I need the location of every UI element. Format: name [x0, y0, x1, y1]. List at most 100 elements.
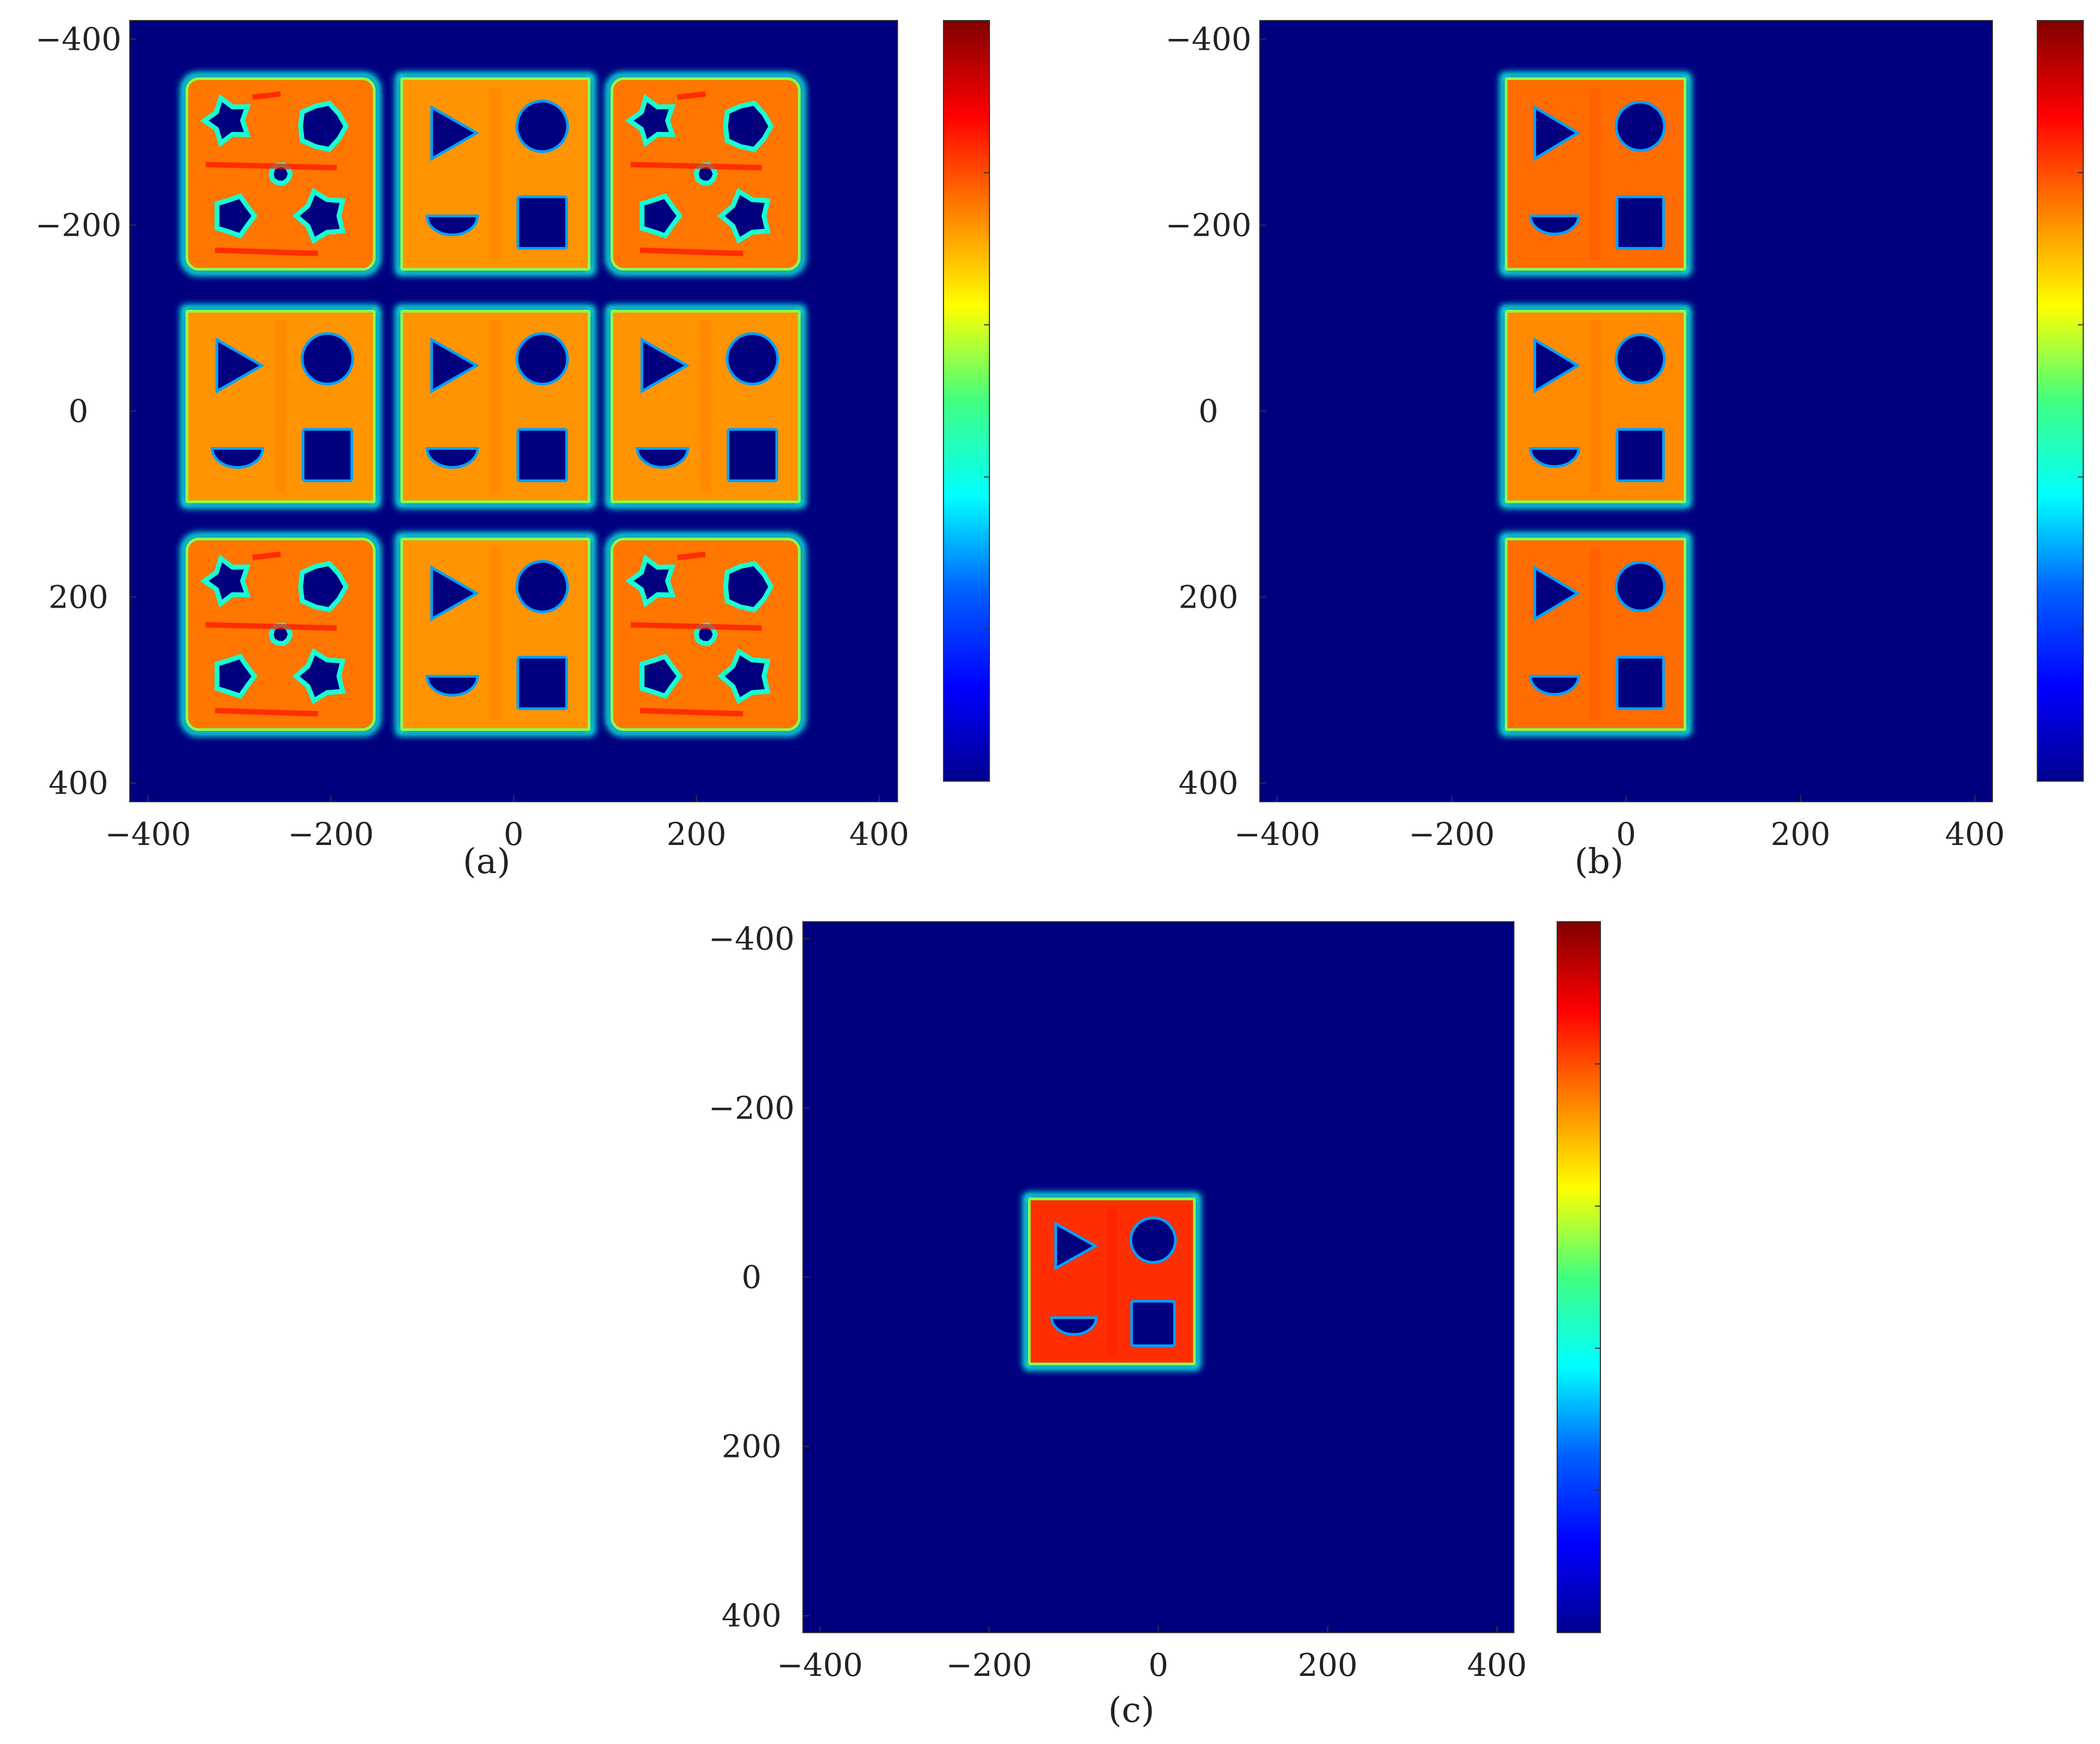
distorted-cutout — [292, 188, 346, 244]
circle-cutout — [1614, 101, 1666, 152]
interference-band — [489, 548, 501, 721]
distorted-cutout — [292, 648, 346, 704]
tile-1 — [1499, 72, 1692, 276]
tile-halo — [395, 72, 596, 276]
speckle-streak — [640, 247, 743, 256]
half-disk-cutout — [1529, 675, 1580, 696]
tile-5 — [395, 304, 596, 509]
y-tick-label: 400 — [722, 1597, 782, 1634]
x-tick-label: 200 — [1298, 1647, 1358, 1683]
square-cutout — [516, 428, 568, 482]
circle-cutout — [1129, 1216, 1177, 1264]
panel-label: (a) — [463, 842, 510, 882]
speckle-streak — [630, 622, 762, 631]
tile-halo — [395, 532, 596, 736]
speckle-streak — [630, 162, 762, 171]
distorted-cutout — [200, 94, 251, 148]
distorted-cutout — [639, 193, 683, 239]
circle-cutout — [515, 99, 569, 153]
x-tick-label: −200 — [946, 1647, 1032, 1683]
chart-panel-3: −400 −200 0 200 400 −400 −200 0 200 400 (c) — [708, 920, 1601, 1730]
tile-9 — [605, 532, 806, 736]
x-tick-label: 400 — [1945, 816, 2005, 853]
distorted-cutout — [625, 554, 676, 608]
interference-band — [1590, 88, 1601, 260]
speckle-streak — [215, 708, 318, 717]
speckle-streak — [677, 91, 706, 100]
interference-band — [1590, 548, 1601, 721]
x-tick-label: 400 — [849, 816, 909, 853]
speckle-streak — [215, 247, 318, 256]
tile-1 — [1022, 1192, 1201, 1370]
triangle-cutout — [1533, 104, 1580, 162]
x-tick-label: −200 — [1408, 816, 1494, 853]
tile-halo — [1499, 72, 1692, 276]
tile-halo — [1022, 1192, 1201, 1370]
y-tick-label: 0 — [1199, 393, 1219, 430]
interference-band — [489, 321, 501, 492]
triangle-cutout — [430, 105, 480, 161]
y-tick-label: 0 — [742, 1259, 762, 1296]
tile-halo — [1499, 532, 1692, 736]
tile-2 — [1499, 304, 1692, 509]
distorted-cutout — [723, 101, 774, 152]
circle-cutout — [515, 560, 569, 614]
circle-cutout — [1614, 561, 1666, 613]
tile-halo — [180, 532, 381, 736]
y-tick-label: 200 — [1179, 579, 1239, 616]
tile-4 — [180, 304, 381, 509]
interference-band — [700, 321, 712, 492]
panel-label: (b) — [1574, 842, 1624, 882]
tile-halo — [395, 304, 596, 509]
square-cutout — [1616, 656, 1665, 710]
square-cutout — [727, 428, 779, 482]
interference-band — [275, 321, 287, 492]
distorted-cutout — [639, 654, 683, 699]
triangle-cutout — [640, 337, 690, 394]
y-tick-label: 200 — [722, 1428, 782, 1465]
chart-panel-1: −400 −200 0 200 400 −400 −200 0 200 400 (a) — [35, 20, 990, 882]
colorbar — [1557, 921, 1601, 1633]
distorted-cutout — [214, 654, 258, 699]
colorbar — [943, 20, 990, 782]
x-tick-label: −400 — [777, 1647, 863, 1683]
x-tick-label: 0 — [504, 816, 524, 853]
interference-band — [1107, 1207, 1117, 1356]
tile-halo — [605, 532, 806, 736]
tile-halo — [180, 72, 381, 276]
speckle-streak — [205, 622, 337, 631]
distorted-cutout — [214, 193, 258, 239]
tile-3 — [605, 72, 806, 276]
triangle-cutout — [1054, 1221, 1098, 1271]
speckle-streak — [640, 708, 743, 717]
y-tick-label: −200 — [1165, 207, 1251, 243]
square-cutout — [516, 656, 568, 710]
distorted-cutout — [717, 648, 771, 704]
circle-cutout — [515, 332, 569, 386]
speckle-streak — [252, 91, 281, 100]
speckle-streak — [677, 551, 706, 561]
tile-6 — [605, 304, 806, 509]
triangle-cutout — [1533, 565, 1580, 622]
x-tick-label: 400 — [1467, 1647, 1527, 1683]
tile-halo — [1499, 304, 1692, 509]
speckle-streak — [205, 162, 337, 171]
x-tick-label: −200 — [288, 816, 374, 853]
y-tick-label: 200 — [49, 579, 109, 616]
square-cutout — [1616, 195, 1665, 250]
triangle-cutout — [430, 337, 480, 394]
half-disk-cutout — [426, 675, 479, 697]
y-tick-label: −400 — [708, 920, 794, 957]
square-cutout — [1616, 428, 1665, 482]
square-cutout — [516, 195, 568, 250]
circle-cutout — [726, 332, 779, 386]
y-tick-label: −200 — [35, 207, 121, 243]
tile-1 — [180, 72, 381, 276]
y-tick-label: −400 — [35, 21, 121, 57]
distorted-cutout — [717, 188, 771, 244]
square-cutout — [302, 428, 354, 482]
y-tick-label: −400 — [1165, 21, 1251, 57]
interference-band — [1590, 321, 1601, 492]
circle-cutout — [301, 332, 354, 386]
x-tick-label: 200 — [1771, 816, 1831, 853]
